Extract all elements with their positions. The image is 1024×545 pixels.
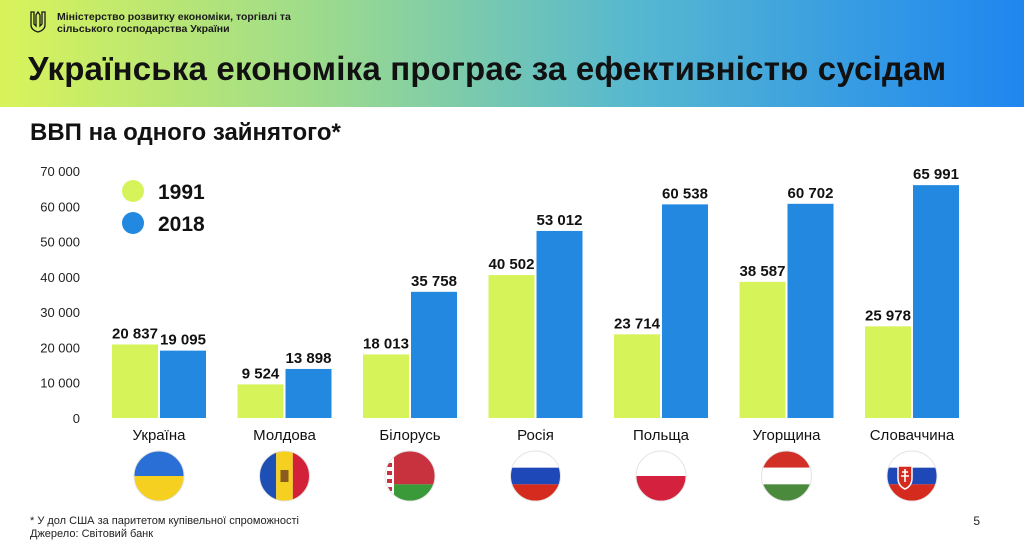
- flag-belarus-icon: [384, 450, 436, 502]
- footnote-note: * У дол США за паритетом купівельної спр…: [30, 515, 299, 527]
- bar-2018-1: [285, 368, 332, 418]
- bar-2018-4: [662, 204, 708, 418]
- x-tick-label: Україна: [133, 427, 187, 444]
- flag-moldova-icon: [259, 450, 310, 502]
- legend-label-1991: 1991: [158, 181, 205, 204]
- flag-slovakia-icon: [886, 450, 938, 502]
- y-tick-label: 20 000: [40, 340, 80, 355]
- x-tick-label: Білорусь: [379, 427, 440, 444]
- legend-swatch-1991: [122, 180, 144, 202]
- data-label-1991-6: 25 978: [865, 307, 911, 324]
- bar-1991-4: [614, 334, 660, 418]
- legend-label-2018: 2018: [158, 213, 205, 236]
- page-title: Українська економіка програє за ефективн…: [28, 50, 947, 87]
- bar-2018-2: [411, 291, 457, 418]
- bar-2018-0: [160, 350, 206, 418]
- y-tick-label: 40 000: [40, 270, 80, 285]
- data-label-1991-4: 23 714: [614, 315, 661, 332]
- data-label-1991-2: 18 013: [363, 335, 409, 352]
- bar-1991-1: [237, 384, 284, 418]
- x-tick-label: Польща: [633, 427, 690, 444]
- data-label-1991-0: 20 837: [112, 325, 158, 342]
- y-tick-label: 0: [73, 411, 80, 426]
- bar-2018-5: [787, 203, 834, 418]
- bar-1991-0: [112, 344, 158, 418]
- bar-1991-5: [739, 281, 786, 418]
- data-label-2018-1: 13 898: [286, 350, 332, 367]
- data-label-2018-5: 60 702: [788, 185, 834, 202]
- y-tick-label: 30 000: [40, 305, 80, 320]
- footnote: * У дол США за паритетом купівельної спр…: [30, 515, 299, 541]
- data-label-2018-2: 35 758: [411, 273, 457, 290]
- data-label-1991-1: 9 524: [242, 365, 280, 382]
- trident-icon: [30, 11, 46, 33]
- data-label-1991-5: 38 587: [740, 263, 786, 280]
- footnote-source: Джерело: Світовий банк: [30, 528, 154, 540]
- x-tick-label: Угорщина: [752, 427, 821, 444]
- flag-russia-icon: [510, 450, 561, 502]
- y-tick-label: 60 000: [40, 199, 80, 214]
- data-label-1991-3: 40 502: [489, 256, 535, 273]
- data-label-2018-4: 60 538: [662, 185, 708, 202]
- header-banner: Міністерство розвитку економіки, торгівл…: [0, 0, 1024, 107]
- legend-swatch-2018: [122, 212, 144, 234]
- flag-hungary-icon: [761, 450, 812, 502]
- y-tick-label: 50 000: [40, 235, 80, 250]
- flag-poland-icon: [635, 450, 687, 502]
- y-tick-label: 70 000: [40, 164, 80, 179]
- x-tick-label: Молдова: [253, 427, 316, 444]
- data-label-2018-3: 53 012: [537, 212, 583, 229]
- bar-1991-3: [488, 275, 535, 418]
- data-label-2018-6: 65 991: [913, 166, 959, 183]
- x-tick-label: Словаччина: [870, 427, 955, 444]
- chart-subtitle: ВВП на одного зайнятого*: [30, 119, 341, 146]
- bar-2018-3: [536, 230, 583, 418]
- ministry-name: Міністерство розвитку економіки, торгівл…: [57, 11, 291, 35]
- bar-1991-6: [865, 326, 911, 418]
- page-number: 5: [973, 514, 980, 528]
- bar-chart: 0 10 000 20 000 30 000 40 000 50 000 60 000 70 …: [40, 164, 959, 502]
- bar-2018-6: [913, 185, 959, 418]
- bar-1991-2: [363, 354, 409, 418]
- y-tick-label: 10 000: [40, 376, 80, 391]
- flag-ukraine-icon: [133, 450, 185, 502]
- x-tick-label: Росія: [517, 427, 554, 444]
- data-label-2018-0: 19 095: [160, 332, 206, 349]
